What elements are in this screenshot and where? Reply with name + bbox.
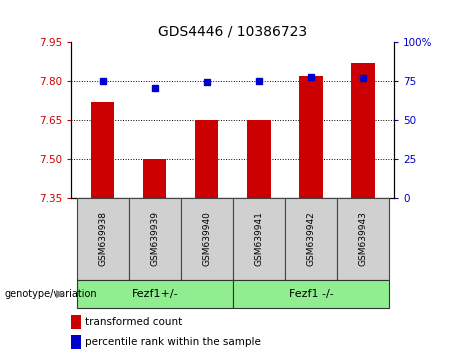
Text: GSM639943: GSM639943 [358, 211, 367, 267]
Text: Fezf1+/-: Fezf1+/- [131, 289, 178, 299]
Text: GSM639938: GSM639938 [98, 211, 107, 267]
Text: genotype/variation: genotype/variation [5, 289, 97, 299]
Bar [233, 198, 285, 280]
Bar [195, 120, 219, 198]
Text: GSM639940: GSM639940 [202, 211, 211, 267]
Text: transformed count: transformed count [85, 318, 183, 327]
Bar [351, 63, 375, 198]
Bar [299, 76, 323, 198]
Bar [143, 159, 166, 198]
Title: GDS4446 / 10386723: GDS4446 / 10386723 [158, 24, 307, 39]
Bar [71, 315, 81, 329]
Bar [91, 102, 114, 198]
Bar [129, 198, 181, 280]
Bar [285, 198, 337, 280]
Text: GSM639941: GSM639941 [254, 211, 263, 267]
Bar [233, 280, 389, 308]
Bar [181, 198, 233, 280]
Bar [77, 198, 129, 280]
Bar [71, 335, 81, 348]
Text: GSM639939: GSM639939 [150, 211, 159, 267]
Text: Fezf1 -/-: Fezf1 -/- [289, 289, 333, 299]
Bar [77, 280, 233, 308]
Text: GSM639942: GSM639942 [307, 212, 315, 266]
Text: percentile rank within the sample: percentile rank within the sample [85, 337, 261, 347]
Text: ▶: ▶ [56, 289, 65, 299]
Bar [247, 120, 271, 198]
Bar [337, 198, 389, 280]
